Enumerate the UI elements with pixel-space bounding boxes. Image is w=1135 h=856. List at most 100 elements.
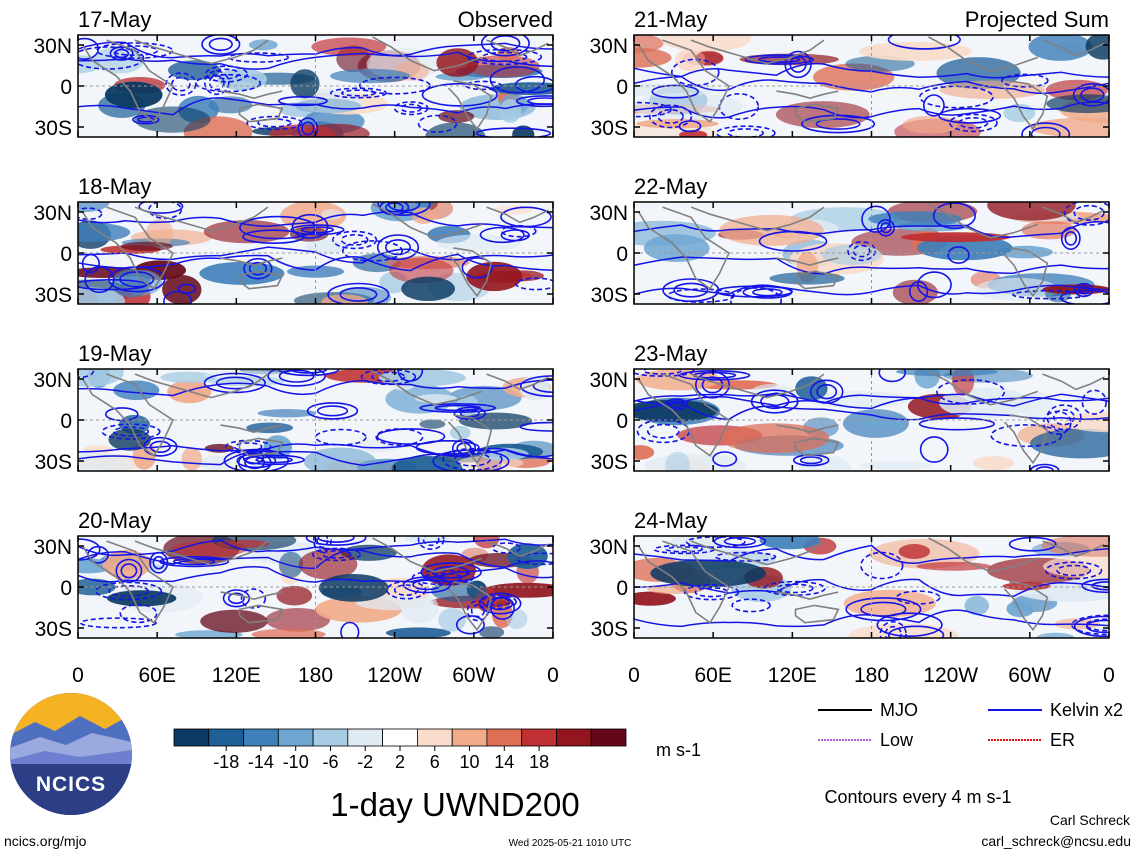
heatmap-cell <box>987 202 1076 221</box>
contour-line <box>634 393 1109 410</box>
heatmap-cell <box>257 409 317 418</box>
contour-line <box>417 114 458 133</box>
contour-line <box>267 369 326 387</box>
coastline <box>1042 206 1105 224</box>
contour-line <box>879 621 907 638</box>
heatmap-cell <box>1085 35 1109 60</box>
legend-label: Kelvin x2 <box>1050 700 1123 720</box>
y-tick-label: 30S <box>35 284 72 307</box>
contour-line <box>514 75 553 94</box>
panel-date-label: 21-May <box>634 7 707 32</box>
contour-line <box>642 369 682 375</box>
contour-line <box>78 538 101 561</box>
panel-date-label: 23-May <box>634 341 707 366</box>
heatmap-cell <box>798 455 852 471</box>
contour-line <box>301 121 315 136</box>
contour-line <box>479 226 525 244</box>
coastlines <box>82 537 549 632</box>
coastline <box>82 206 175 290</box>
contour-line <box>78 449 553 467</box>
heatmap-cell <box>160 371 217 384</box>
coastline <box>928 370 1039 406</box>
coastline <box>82 39 175 123</box>
coastline <box>486 206 549 224</box>
contour-line <box>114 48 130 59</box>
contour-line <box>119 603 158 624</box>
contour-line <box>763 580 826 597</box>
heatmap-cell <box>200 609 268 633</box>
coastline <box>690 206 825 232</box>
x-tick-label: 60E <box>695 664 732 687</box>
contour-line <box>884 625 902 638</box>
contour-line <box>312 536 332 553</box>
contour-line <box>208 74 225 91</box>
coastline <box>134 373 269 399</box>
contour-line <box>712 451 738 467</box>
contour-line <box>111 45 159 56</box>
contour-line <box>78 37 100 60</box>
contour-line <box>1063 202 1109 226</box>
colorbar-swatch <box>382 728 418 747</box>
heatmap-cell <box>436 234 521 252</box>
contour-line <box>489 66 545 94</box>
contour-line <box>393 584 419 596</box>
panel-date-label: 19-May <box>78 341 151 366</box>
heatmap-cell <box>489 82 553 95</box>
panel-1: 30N 0 30S 17-May Observed <box>33 7 554 140</box>
heatmap-cell <box>822 244 882 265</box>
heatmap-cell <box>78 202 110 213</box>
contour-line <box>634 101 672 118</box>
contour-line <box>297 117 319 137</box>
y-tick-label: 30N <box>589 536 628 559</box>
panel-header-label: Projected Sum <box>965 7 1109 32</box>
contour-line <box>673 282 709 298</box>
heatmap-cell <box>391 456 463 471</box>
contour-line <box>236 453 277 469</box>
contour-line <box>312 547 362 562</box>
kelvin-contours <box>78 202 553 304</box>
colorbar-tick-label: -6 <box>322 752 338 772</box>
contour-line <box>1081 389 1108 415</box>
contour-line <box>138 202 184 214</box>
contour-line <box>237 452 272 471</box>
coastline <box>928 36 1039 72</box>
heatmap-cell <box>216 539 270 548</box>
panel-2: 30N 0 30S 18-May <box>33 174 554 307</box>
coastline <box>794 604 840 624</box>
contour-line <box>815 118 861 130</box>
contour-line <box>455 615 485 635</box>
footer-email[interactable]: carl_schreck@ncsu.edu <box>981 833 1131 849</box>
contour-line <box>340 233 369 246</box>
contour-line <box>464 80 502 91</box>
contour-line <box>384 239 411 256</box>
coastline <box>238 270 284 290</box>
heatmap-cell <box>385 627 451 638</box>
colorbar-tick-label: 10 <box>459 752 479 772</box>
contour-line <box>1073 204 1105 221</box>
colorbar-unit: m s-1 <box>656 740 701 760</box>
colorbar-tick-label: 6 <box>430 752 440 772</box>
contour-line <box>887 625 945 638</box>
heatmap-cell <box>964 595 990 616</box>
heatmap-cell <box>634 591 676 606</box>
heatmap-cell <box>104 81 163 109</box>
heatmap-cell <box>634 220 716 246</box>
contour-line <box>1042 410 1072 435</box>
contour-line <box>466 48 543 66</box>
panel-3: 30N 0 30S 19-May <box>33 341 554 474</box>
contour-line <box>919 85 994 109</box>
contour-note: Contours every 4 m s-1 <box>824 787 1011 807</box>
contour-line <box>744 54 814 65</box>
chart-title: 1-day UWND200 <box>330 786 579 823</box>
contour-line <box>876 219 895 237</box>
heatmap-cell <box>634 399 719 422</box>
contour-line <box>316 405 349 417</box>
x-tick-label: 60W <box>452 664 495 687</box>
x-tick-label: 0 <box>628 664 640 687</box>
contour-line <box>213 68 240 80</box>
footer-url[interactable]: ncics.org/mjo <box>4 833 87 849</box>
coastline <box>134 206 269 232</box>
coastline <box>372 203 483 239</box>
y-tick-label: 30S <box>35 618 72 641</box>
heatmap-cell <box>898 544 931 559</box>
